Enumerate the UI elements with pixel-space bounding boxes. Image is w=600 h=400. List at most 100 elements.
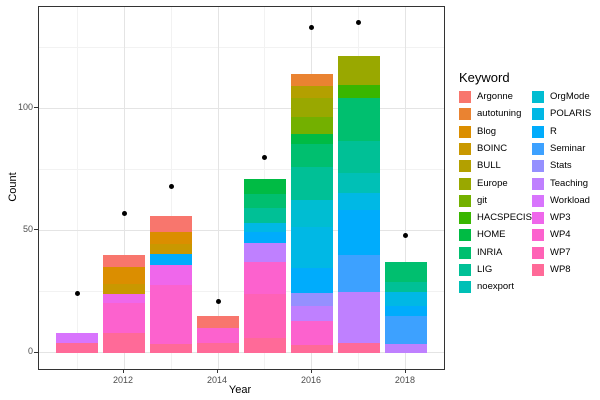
bar-segment-R (290, 268, 333, 293)
data-point-dot (356, 20, 362, 26)
bar-segment-R (243, 231, 286, 243)
legend-swatch-git (459, 194, 471, 207)
bar-segment-Teaching (337, 291, 380, 343)
legend-label: git (477, 194, 488, 206)
bar-segment-LIG (384, 281, 427, 292)
legend-swatch-Europe (459, 177, 471, 190)
legend-swatch-Workload (532, 194, 544, 207)
x-tick-label: 2016 (300, 375, 321, 385)
panel (38, 6, 445, 370)
bar-segment-LIG (337, 141, 380, 173)
bar-segment-HOME (243, 179, 286, 194)
legend-label: WP8 (550, 264, 571, 275)
data-point-dot (262, 154, 268, 160)
legend-swatch-WP4 (532, 229, 544, 242)
legend-swatch-OrgMode (532, 91, 544, 103)
legend-label: Europe (477, 177, 508, 189)
bar-segment-BOINC (103, 284, 146, 294)
legend-swatch-INRIA (459, 246, 471, 259)
legend-label: POLARIS (550, 108, 592, 120)
gridline-x-minor (76, 7, 78, 369)
legend-label: WP7 (550, 246, 571, 258)
bar-segment-POLARIS (337, 192, 380, 210)
legend-swatch-WP8 (532, 264, 544, 276)
data-point-dot (309, 25, 315, 31)
legend-swatch-LIG (459, 264, 471, 276)
bar-segment-LIG (243, 208, 286, 224)
legend-label: WP3 (550, 212, 571, 224)
bar-segment-Argonne (197, 315, 239, 329)
bar-segment-WP8 (56, 342, 99, 353)
bar-segment-WP8 (150, 344, 193, 353)
bar-segment-WP4 (197, 328, 239, 343)
legend-label: noexport (477, 281, 514, 293)
bar-segment-noexport (337, 172, 380, 193)
legend-label: R (550, 125, 557, 137)
data-point-dot (74, 291, 80, 297)
bar-segment-INRIA (243, 193, 286, 209)
bar-segment-WP3 (103, 293, 146, 303)
gridline-y-minor (39, 168, 444, 170)
bar-segment-WP8 (337, 342, 380, 353)
x-axis-title: Year (228, 384, 252, 396)
legend-label: WP4 (550, 229, 571, 241)
legend-swatch-HOME (459, 229, 471, 242)
legend-swatch-Seminar (532, 142, 544, 155)
bar-segment-BULL (290, 86, 333, 99)
legend-label: autotuning (477, 108, 522, 120)
legend-label: Argonne (477, 91, 513, 102)
y-axis-tick (34, 229, 38, 231)
bar-segment-Stats (290, 292, 333, 307)
bar-segment-WP4 (150, 285, 193, 345)
bar-segment-OrgMode (290, 199, 333, 227)
legend-label: BOINC (477, 142, 508, 154)
bar-segment-WP4 (290, 320, 333, 346)
bar-segment-R (150, 253, 193, 265)
bar-segment-INRIA (337, 98, 380, 142)
bar-segment-INRIA (384, 262, 427, 282)
bar-segment-HOME (290, 133, 333, 144)
legend-label: BULL (477, 160, 501, 172)
x-axis-tick (123, 369, 125, 373)
legend-swatch-BOINC (459, 142, 471, 155)
bar-segment-WP4 (243, 262, 286, 294)
legend-swatch-WP3 (532, 212, 544, 225)
legend-label: LIG (477, 264, 493, 275)
legend-swatch-Stats (532, 160, 544, 173)
bar-segment-HACSPECIS (337, 84, 380, 99)
bar-segment-WP8 (243, 337, 286, 353)
x-tick-label: 2014 (206, 375, 228, 385)
gridline-y-major (39, 229, 444, 231)
x-tick-label: 2012 (113, 375, 134, 385)
legend-label: OrgMode (550, 91, 590, 102)
data-point-dot (215, 298, 221, 304)
bar-segment-Seminar (384, 315, 427, 345)
y-axis-title: Count (7, 172, 19, 202)
data-point-dot (121, 210, 127, 216)
bar-segment-Blog (103, 267, 146, 285)
legend-swatch-autotuning (459, 108, 471, 121)
legend-title: Keyword (459, 70, 510, 85)
legend-label: HACSPECIS (477, 212, 532, 224)
legend-label: Stats (550, 160, 572, 172)
y-axis-tick (34, 107, 38, 109)
legend-swatch-noexport (459, 281, 471, 294)
legend-swatch-HACSPECIS (459, 212, 471, 225)
bar-segment-Blog (150, 231, 193, 244)
legend-swatch-BULL (459, 160, 471, 173)
legend-swatch-POLARIS (532, 108, 544, 121)
legend-label: Seminar (550, 142, 586, 154)
legend-label: HOME (477, 229, 506, 241)
legend-label: Workload (550, 194, 590, 206)
x-axis-tick (310, 369, 312, 373)
y-axis-tick (34, 351, 38, 353)
x-axis-tick (217, 369, 218, 373)
bar-segment-WP4 (103, 302, 146, 334)
legend-swatch-Argonne (459, 91, 471, 103)
bar-segment-Europe (337, 55, 380, 85)
legend-swatch-Teaching (532, 177, 544, 190)
y-tick-label: 100 (17, 101, 33, 112)
bar-segment-Argonne (150, 215, 193, 232)
legend-label: Teaching (550, 177, 589, 189)
